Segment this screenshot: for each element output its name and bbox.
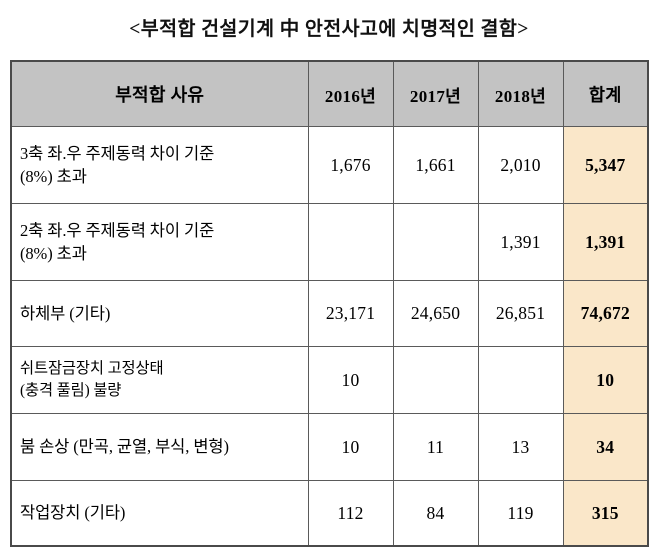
cell-2017: 24,650 [392,280,479,347]
cell-2017: 84 [392,480,479,547]
table-row: 하체부 (기타) 23,171 24,650 26,851 74,672 [10,280,649,347]
cell-2016: 10 [307,346,394,414]
cell-reason-line-2: (충격 풀림) 불량 [20,382,122,399]
table-row: 3축 좌.우 주제동력 차이 기준 (8%) 초과 1,676 1,661 2,… [10,126,649,204]
column-header-2018: 2018년 [477,60,564,127]
cell-2018: 13 [477,413,564,481]
table-header-row: 부적합 사유 2016년 2017년 2018년 합계 [10,60,649,127]
cell-2017 [392,203,479,281]
table-row: 2축 좌.우 주제동력 차이 기준 (8%) 초과 1,391 1,391 [10,203,649,281]
table-body: 3축 좌.우 주제동력 차이 기준 (8%) 초과 1,676 1,661 2,… [10,126,649,547]
table-row: 쉬트잠금장치 고정상태 (충격 풀림) 불량 10 10 [10,346,649,414]
table-header: 부적합 사유 2016년 2017년 2018년 합계 [10,60,649,127]
cell-total: 315 [562,480,649,547]
cell-2017 [392,346,479,414]
cell-reason: 2축 좌.우 주제동력 차이 기준 (8%) 초과 [10,203,309,281]
cell-2018: 119 [477,480,564,547]
cell-reason: 3축 좌.우 주제동력 차이 기준 (8%) 초과 [10,126,309,204]
cell-2016: 112 [307,480,394,547]
cell-2016: 1,676 [307,126,394,204]
cell-2017: 1,661 [392,126,479,204]
cell-2018: 26,851 [477,280,564,347]
cell-2018: 1,391 [477,203,564,281]
column-header-2017: 2017년 [392,60,479,127]
nonconformity-table: 부적합 사유 2016년 2017년 2018년 합계 3축 좌.우 주제동력 … [10,60,649,547]
cell-reason-line-1: 2축 좌.우 주제동력 차이 기준 [20,220,215,240]
cell-total: 1,391 [562,203,649,281]
cell-reason-line-2: (8%) 초과 [20,244,87,263]
cell-total: 5,347 [562,126,649,204]
cell-reason-line-1: 하체부 (기타) [20,303,111,323]
cell-reason-line-1: 붐 손상 (만곡, 균열, 부식, 변형) [20,437,229,457]
table-row: 작업장치 (기타) 112 84 119 315 [10,480,649,547]
cell-total: 10 [562,346,649,414]
page-title: <부적합 건설기계 中 안전사고에 치명적인 결함> [0,0,658,60]
cell-reason: 붐 손상 (만곡, 균열, 부식, 변형) [10,413,309,481]
cell-2017: 11 [392,413,479,481]
cell-total: 74,672 [562,280,649,347]
cell-reason-line-1: 3축 좌.우 주제동력 차이 기준 [20,143,215,163]
cell-reason: 하체부 (기타) [10,280,309,347]
column-header-2016: 2016년 [307,60,394,127]
cell-2016 [307,203,394,281]
column-header-reason: 부적합 사유 [10,60,309,127]
cell-reason-line-1: 쉬트잠금장치 고정상태 [20,360,164,378]
table-row: 붐 손상 (만곡, 균열, 부식, 변형) 10 11 13 34 [10,413,649,481]
cell-2016: 23,171 [307,280,394,347]
cell-2016: 10 [307,413,394,481]
cell-reason-line-2: (8%) 초과 [20,167,87,186]
cell-reason: 작업장치 (기타) [10,480,309,547]
cell-2018 [477,346,564,414]
cell-reason: 쉬트잠금장치 고정상태 (충격 풀림) 불량 [10,346,309,414]
page-title-text: <부적합 건설기계 中 안전사고에 치명적인 결함> [129,19,529,41]
cell-2018: 2,010 [477,126,564,204]
cell-total: 34 [562,413,649,481]
column-header-total: 합계 [562,60,649,127]
table-container: 부적합 사유 2016년 2017년 2018년 합계 3축 좌.우 주제동력 … [10,60,649,547]
